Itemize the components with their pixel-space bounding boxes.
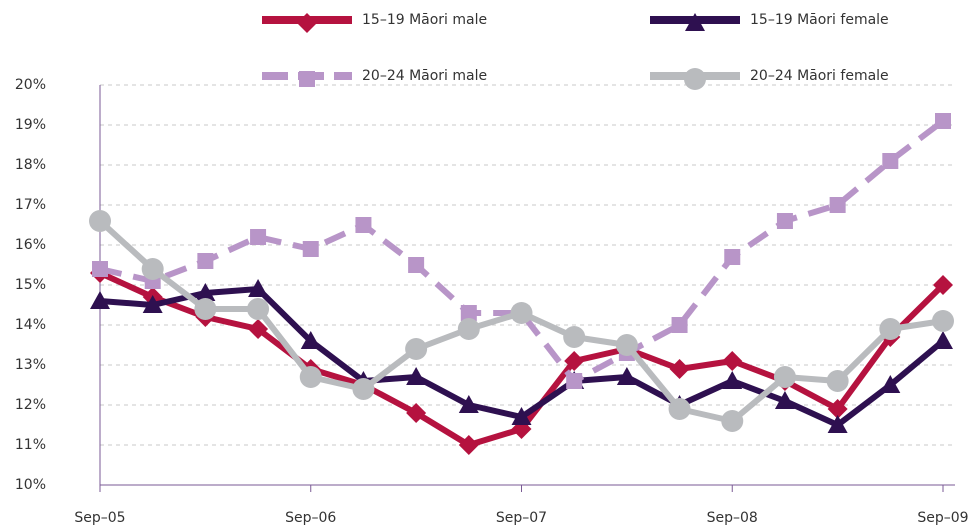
marker — [880, 375, 901, 393]
marker — [722, 371, 743, 389]
marker — [406, 367, 427, 385]
marker — [302, 241, 319, 257]
marker — [671, 317, 688, 333]
marker — [932, 310, 954, 332]
marker — [299, 71, 315, 87]
y-tick-label: 20% — [15, 77, 46, 93]
y-tick-label: 18% — [15, 157, 46, 173]
marker — [458, 435, 479, 455]
marker — [933, 275, 953, 295]
y-tick-label: 13% — [15, 357, 46, 373]
marker — [460, 305, 477, 321]
marker — [458, 395, 479, 413]
y-tick-label: 17% — [15, 197, 46, 213]
x-tick-label: Sep–05 — [74, 510, 125, 526]
marker — [563, 326, 586, 348]
x-tick-label: Sep–07 — [496, 510, 547, 526]
marker — [406, 403, 427, 423]
marker — [197, 253, 214, 269]
marker — [776, 213, 793, 229]
marker — [826, 370, 849, 392]
marker — [566, 373, 583, 389]
marker — [194, 298, 217, 320]
y-tick-label: 14% — [15, 317, 46, 333]
marker — [405, 338, 428, 360]
marker — [879, 318, 902, 340]
marker — [615, 334, 638, 356]
marker — [684, 68, 706, 90]
marker — [195, 283, 216, 301]
legend-label: 15–19 Māori female — [750, 12, 889, 28]
marker — [300, 331, 321, 349]
marker — [247, 298, 270, 320]
marker — [408, 257, 425, 273]
marker — [511, 407, 532, 425]
marker — [510, 302, 533, 324]
marker — [564, 351, 585, 371]
marker — [89, 210, 111, 232]
y-tick-label: 16% — [15, 237, 46, 253]
marker — [722, 351, 743, 371]
marker — [724, 249, 741, 265]
marker — [352, 378, 375, 400]
marker — [92, 261, 108, 277]
marker — [669, 359, 690, 379]
marker — [457, 318, 480, 340]
marker — [248, 279, 269, 297]
marker — [882, 153, 899, 169]
y-tick-label: 19% — [15, 117, 46, 133]
marker — [141, 258, 164, 280]
y-tick-label: 11% — [15, 437, 46, 453]
y-tick-label: 15% — [15, 277, 46, 293]
x-tick-label: Sep–08 — [707, 510, 758, 526]
marker — [721, 410, 744, 432]
marker — [248, 319, 269, 339]
marker — [685, 13, 705, 31]
marker — [297, 13, 317, 33]
marker — [933, 331, 953, 349]
marker — [774, 391, 795, 409]
marker — [827, 399, 848, 419]
marker — [355, 217, 372, 233]
marker — [773, 366, 796, 388]
marker — [250, 229, 267, 245]
marker — [829, 197, 846, 213]
marker — [827, 415, 848, 433]
y-tick-label: 12% — [15, 397, 46, 413]
series-line — [99, 118, 945, 384]
marker — [616, 367, 637, 385]
legend-label: 15–19 Māori male — [362, 12, 487, 28]
marker — [935, 113, 951, 129]
legend-label: 20–24 Māori female — [750, 68, 889, 84]
marker — [90, 291, 110, 309]
x-tick-label: Sep–06 — [285, 510, 336, 526]
marker — [142, 295, 163, 313]
marker — [299, 366, 322, 388]
x-tick-label: Sep–09 — [917, 510, 968, 526]
y-tick-label: 10% — [15, 477, 46, 493]
marker — [668, 398, 691, 420]
legend-label: 20–24 Māori male — [362, 68, 487, 84]
